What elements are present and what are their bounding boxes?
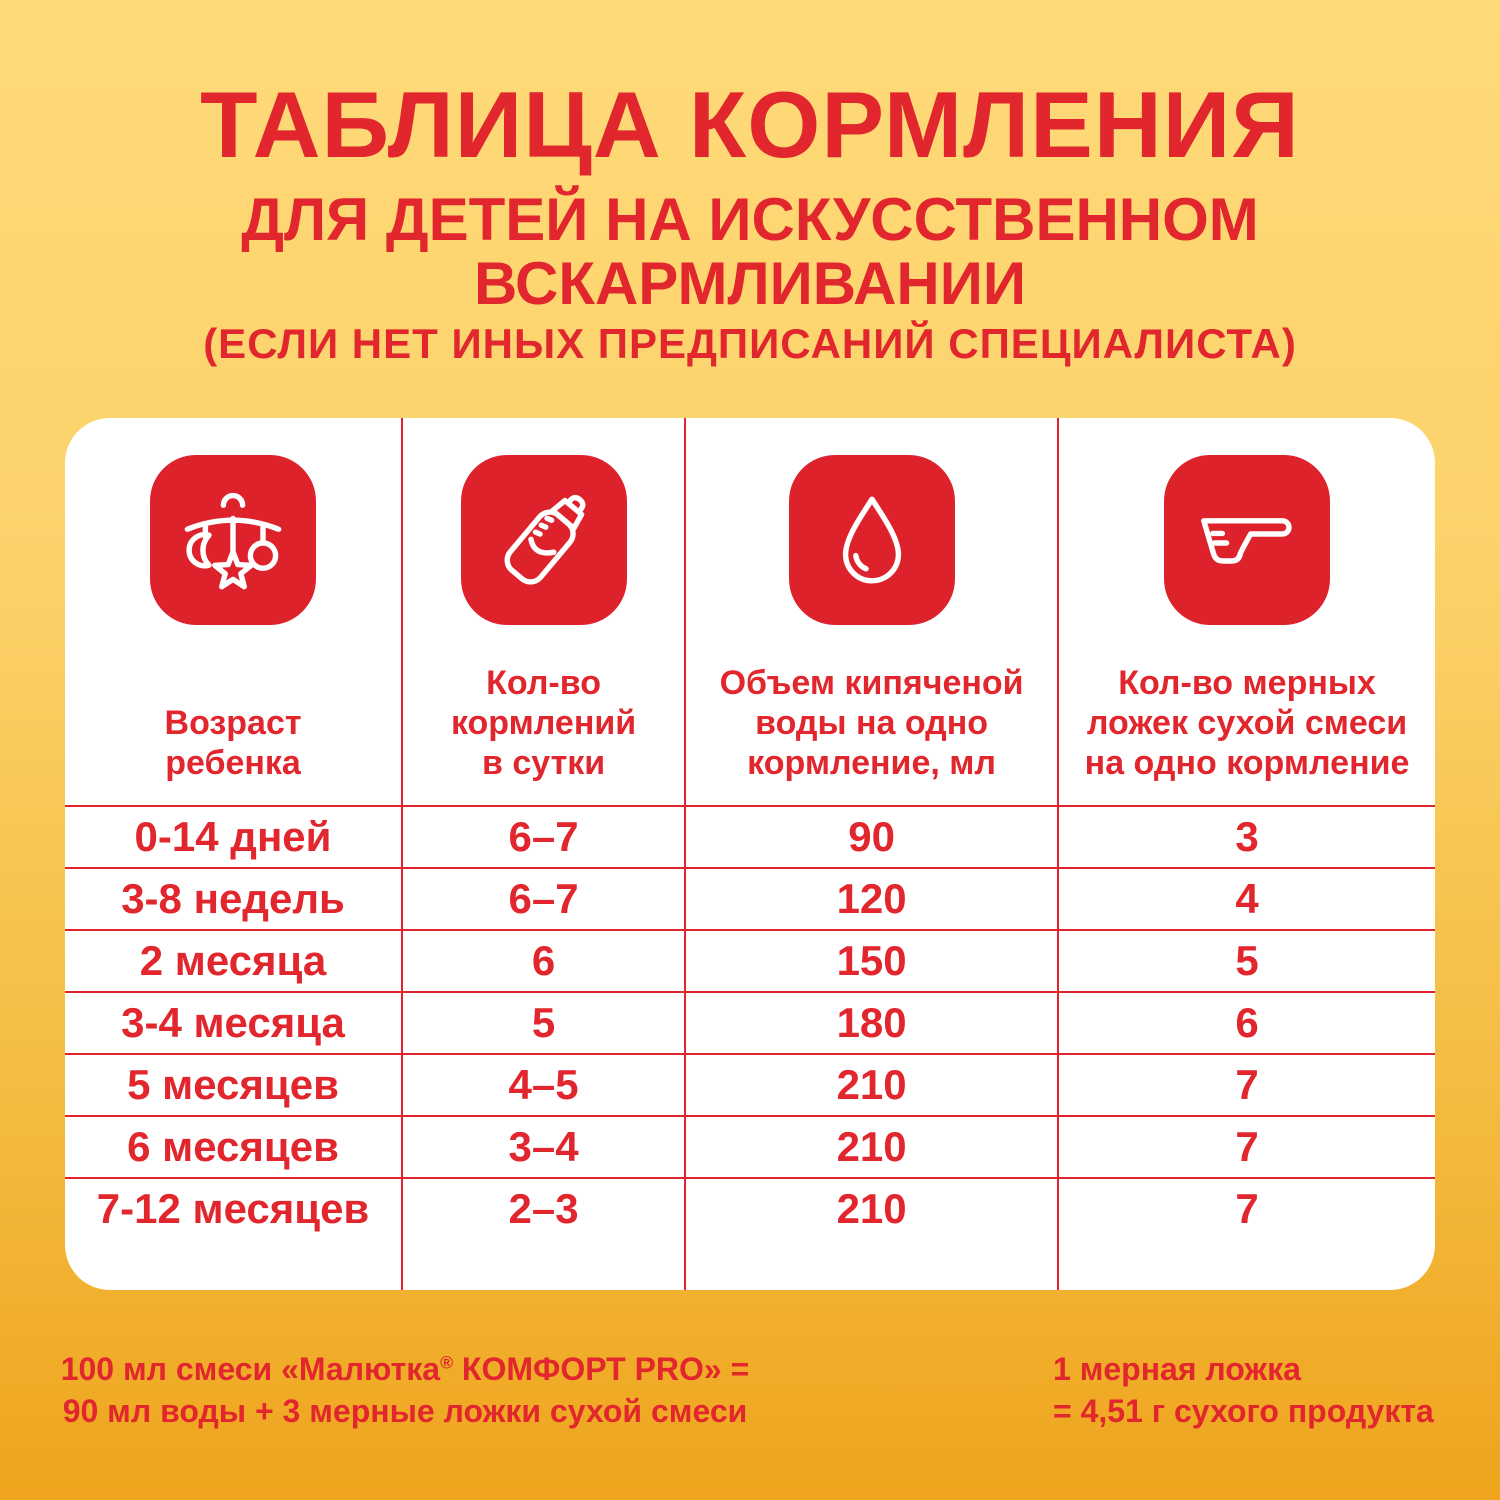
feedings-cell: 2–3 [403,1177,685,1239]
water-cell: 180 [686,991,1058,1053]
water-cell: 210 [686,1177,1058,1239]
mixing-ratio-note: 100 мл смеси «Малютка® КОМФОРТ PRO» = 90… [55,1348,755,1432]
column-scoops-label: Кол-во мерных ложек сухой смеси на одно … [1084,663,1410,782]
column-water-header: Объем кипяченой воды на одно кормление, … [686,418,1057,805]
water-cell: 120 [686,867,1058,929]
feedings-cell: 5 [403,991,685,1053]
age-cell: 6 месяцев [65,1115,402,1177]
column-filler [686,1239,1057,1290]
water-cell: 150 [686,929,1058,991]
age-cell: 7-12 месяцев [65,1177,402,1239]
mixing-ratio-line1-suffix: КОМФОРТ PRO» = [453,1351,750,1387]
water-cell: 210 [686,1115,1058,1177]
scoops-cell: 6 [1059,991,1435,1053]
feedings-cell: 6–7 [403,867,685,929]
mixing-ratio-line1-prefix: 100 мл смеси «Малютка [60,1351,441,1387]
baby-bottle-icon [460,455,627,625]
column-feedings-header: Кол-во кормлений в сутки [403,418,684,805]
column-filler [403,1239,684,1290]
water-cell: 210 [686,1053,1058,1115]
column-scoops-header: Кол-во мерных ложек сухой смеси на одно … [1059,418,1435,805]
feedings-cell: 6–7 [403,805,685,867]
feeding-table-card: Возраст ребенка 0-14 дней 3-8 недель 2 м… [65,418,1435,1290]
column-scoops: Кол-во мерных ложек сухой смеси на одно … [1057,418,1435,1290]
feedings-cell: 3–4 [403,1115,685,1177]
mixing-ratio-line2: 90 мл воды + 3 мерные ложки сухой смеси [62,1393,748,1430]
specialist-note: (ЕСЛИ НЕТ ИНЫХ ПРЕДПИСАНИЙ СПЕЦИАЛИСТА) [203,320,1297,367]
age-cell: 5 месяцев [65,1053,402,1115]
column-age-label: Возраст ребенка [164,703,302,782]
column-filler [1059,1239,1435,1290]
scoop-weight-line1: 1 мерная ложка [1053,1351,1301,1387]
age-cell: 2 месяца [65,929,402,991]
scoops-cell: 4 [1059,867,1435,929]
age-cell: 3-4 месяца [65,991,402,1053]
scoops-cell: 7 [1059,1177,1435,1239]
age-cell: 0-14 дней [65,805,402,867]
column-age: Возраст ребенка 0-14 дней 3-8 недель 2 м… [65,418,402,1290]
water-drop-icon [788,455,955,625]
column-water: Объем кипяченой воды на одно кормление, … [684,418,1058,1290]
footnotes: 100 мл смеси «Малютка® КОМФОРТ PRO» = 90… [0,1348,1500,1468]
column-feedings-label: Кол-во кормлений в сутки [450,663,637,782]
page-title: ТАБЛИЦА КОРМЛЕНИЯ [200,72,1300,177]
column-water-label: Объем кипяченой воды на одно кормление, … [719,663,1024,782]
baby-mobile-icon [150,455,317,625]
scoops-cell: 3 [1059,805,1435,867]
scoops-cell: 7 [1059,1053,1435,1115]
column-filler [65,1239,401,1290]
scoop-weight-note: 1 мерная ложка = 4,51 г сухого продукта [1053,1348,1453,1432]
scoops-cell: 7 [1059,1115,1435,1177]
column-feedings: Кол-во кормлений в сутки 6–7 6–7 6 5 4–5… [401,418,685,1290]
scoops-cell: 5 [1059,929,1435,991]
registered-trademark-symbol: ® [440,1352,454,1373]
column-age-header: Возраст ребенка [65,418,401,805]
measuring-scoop-icon [1164,455,1331,625]
scoop-weight-line2: = 4,51 г сухого продукта [1053,1393,1434,1430]
feedings-cell: 4–5 [403,1053,685,1115]
page-subtitle: ДЛЯ ДЕТЕЙ НА ИСКУССТВЕННОМ ВСКАРМЛИВАНИИ [241,186,1259,318]
feedings-cell: 6 [403,929,685,991]
title-block: ТАБЛИЦА КОРМЛЕНИЯ [0,78,1500,172]
age-cell: 3-8 недель [65,867,402,929]
water-cell: 90 [686,805,1058,867]
